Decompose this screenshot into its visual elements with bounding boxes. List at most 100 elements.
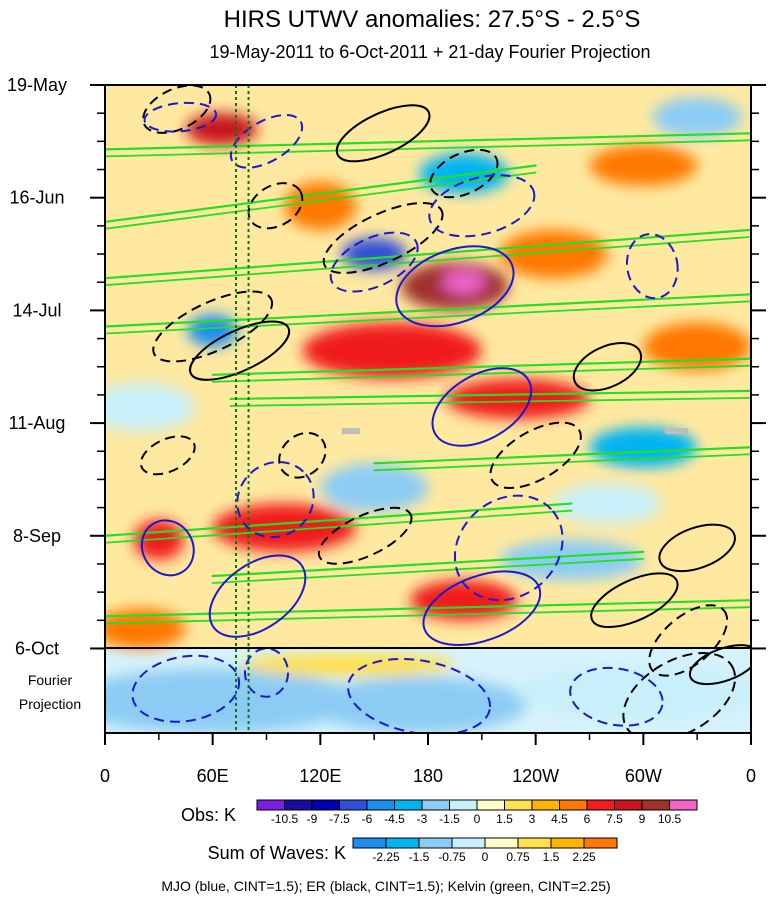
obs-anomaly-patch [105, 382, 195, 432]
y-tick-label: 6-Oct [15, 638, 59, 658]
er-contour [317, 506, 413, 565]
kelvin-contour [105, 300, 751, 335]
y-tick-label: 19-May [7, 75, 67, 95]
er-contour [278, 431, 327, 479]
x-tick-label: 120W [512, 766, 559, 786]
obs-colorbar-label-value: 7.5 [606, 812, 623, 826]
er-contour [590, 572, 679, 629]
obs-colorbar-box [641, 799, 670, 811]
mjo-contour [428, 174, 536, 238]
mjo-contour [395, 245, 515, 328]
mjo-contour [569, 666, 664, 727]
er-contour [622, 652, 737, 733]
mjo-contour [422, 570, 542, 646]
wave-colorbar-label-value: 0 [482, 850, 489, 864]
wave-colorbar-box [352, 837, 387, 849]
mjo-contour [453, 494, 564, 602]
x-tick-label: 60W [625, 766, 662, 786]
wave-colorbar-box [583, 837, 618, 849]
wave-colorbar-box [517, 837, 552, 849]
er-contour [648, 604, 729, 677]
kelvin-contour [105, 171, 537, 230]
missing-data-segment [664, 428, 689, 435]
y-tick-label: 11-Aug [9, 413, 66, 433]
er-contour [658, 523, 736, 573]
kelvin-contour [105, 164, 537, 223]
kelvin-contour [211, 364, 751, 383]
wave-colorbar-label: Sum of Waves: K [208, 843, 346, 863]
obs-anomaly-patch [302, 322, 482, 379]
obs-colorbar-box [559, 799, 588, 811]
obs-colorbar-box [339, 799, 368, 811]
kelvin-contour [105, 235, 751, 287]
obs-colorbar-label-value: -9 [307, 812, 318, 826]
x-tick-label: 60E [197, 766, 229, 786]
wave-colorbar-label-value: -2.25 [372, 850, 400, 864]
mjo-contour [625, 233, 679, 300]
obs-colorbar-box [449, 799, 478, 811]
er-contour [152, 290, 274, 363]
wave-colorbar-box [418, 837, 453, 849]
wave-colorbar-box [484, 837, 519, 849]
wave-colorbar-label-value: -1.5 [409, 850, 430, 864]
mjo-contour [229, 114, 304, 169]
obs-colorbar-label-value: -7.5 [329, 812, 350, 826]
kelvin-contour [105, 502, 573, 537]
x-tick-label: 0 [100, 766, 110, 786]
obs-colorbar-box [504, 799, 533, 811]
er-contour [489, 421, 582, 489]
obs-anomaly-patch [589, 145, 698, 186]
obs-colorbar-box [366, 799, 395, 811]
mjo-contour [243, 647, 290, 698]
obs-anomaly-patch [341, 237, 407, 271]
kelvin-contour [211, 357, 751, 376]
obs-anomaly-patch [320, 463, 428, 512]
obs-colorbar-box [421, 799, 450, 811]
obs-colorbar-label-value: 9 [639, 812, 646, 826]
wave-colorbar-box [451, 837, 486, 849]
wave-colorbar-label-value: -0.75 [438, 850, 466, 864]
wave-colorbar-box [385, 837, 420, 849]
wave-colorbar-label-value: 2.25 [572, 850, 596, 864]
obs-colorbar-label-value: -6 [362, 812, 373, 826]
obs-colorbar-box [531, 799, 560, 811]
obs-colorbar-box [586, 799, 615, 811]
kelvin-contour [229, 396, 751, 407]
obs-colorbar-box [256, 799, 285, 811]
y-tick-label: 8-Sep [13, 526, 61, 546]
obs-colorbar-label-value: 6 [584, 812, 591, 826]
obs-colorbar-box [311, 799, 340, 811]
obs-colorbar-label-value: -4.5 [384, 812, 405, 826]
er-contour [247, 182, 304, 230]
missing-data-segment [341, 428, 360, 435]
obs-anomaly-patch [553, 483, 662, 524]
obs-colorbar-label: Obs: K [181, 805, 236, 825]
overlay-legend: MJO (blue, CINT=1.5); ER (black, CINT=1.… [161, 878, 610, 894]
kelvin-contour [105, 132, 751, 151]
obs-anomaly-patch [652, 97, 743, 138]
x-tick-label: 180 [413, 766, 443, 786]
mjo-contour [208, 554, 307, 638]
obs-colorbar-box [614, 799, 643, 811]
obs-colorbar-box [476, 799, 505, 811]
projection-label-line2: Projection [19, 696, 81, 712]
mjo-contour [236, 460, 315, 539]
obs-colorbar-label-value: -1.5 [439, 812, 460, 826]
kelvin-contour [211, 550, 645, 578]
obs-anomaly-patch [284, 181, 357, 230]
obs-colorbar-box [284, 799, 313, 811]
obs-anomaly-patch [643, 322, 751, 371]
wave-colorbar-label-value: 1.5 [543, 850, 560, 864]
obs-anomaly-patch [499, 539, 644, 581]
mjo-contour [143, 101, 218, 133]
er-contour [335, 104, 431, 163]
kelvin-contour [229, 389, 751, 401]
obs-anomaly-patch [185, 113, 258, 146]
x-tick-label: 120E [299, 766, 341, 786]
obs-anomaly-patch [105, 608, 186, 649]
chart-title: HIRS UTWV anomalies: 27.5°S - 2.5°S [224, 6, 641, 33]
kelvin-contour [105, 509, 573, 544]
er-contour [688, 644, 751, 686]
kelvin-contour [373, 446, 751, 465]
